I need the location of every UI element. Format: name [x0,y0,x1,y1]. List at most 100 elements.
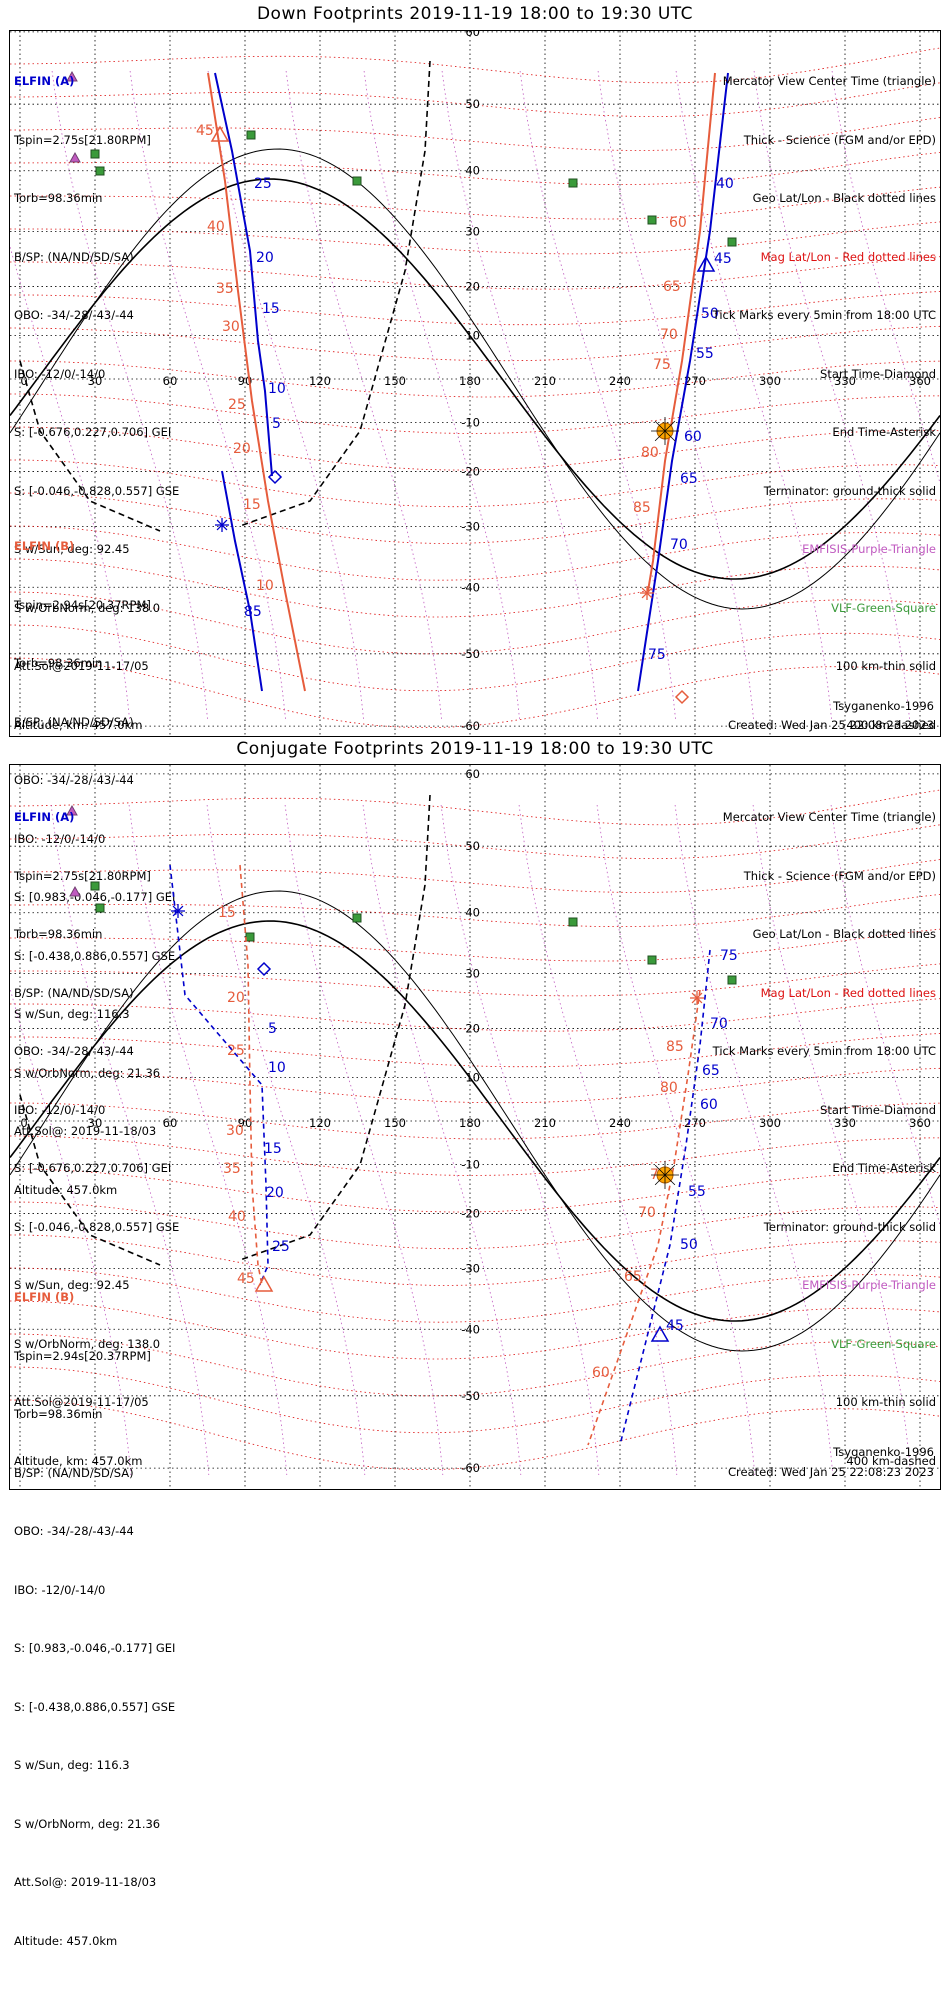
elfin-a-time-label: 50 [701,306,719,322]
lon-tick-label: 210 [534,374,556,388]
info-line: S w/OrbNorm, deg: 138.0 [14,600,161,615]
mag-parallel [10,525,940,581]
elfin-b-time-label: 25 [227,1043,245,1059]
legend-item: Thick - Science (FGM and/or EPD) [743,132,936,147]
elfin-a-time-label: 20 [256,250,274,266]
mag-meridian [440,804,600,1476]
elfin-b-time-label: 15 [218,905,236,921]
legend-item: Mag Lat/Lon - Red dotted lines [760,249,936,264]
vlf-square [95,903,105,913]
end-asterisk [691,992,703,1004]
lon-tick-label: 120 [309,1116,331,1130]
elfin-a-time-label: 55 [696,346,714,362]
elfin-b-time-label: 15 [243,497,261,513]
map-canvas: 0 30 60 90 120 150 180 210 240 270 300 330 360 70 60 50… [10,765,940,1489]
center-triangle [650,1325,670,1342]
info-line: Altitude: 457.0km [14,1182,118,1197]
elfin-b-time-label: 60 [669,215,687,231]
elfin-a-time-label: 50 [680,1237,698,1253]
elfin-a-track [637,72,729,692]
info-line: S w/OrbNorm, deg: 21.36 [14,1816,161,1831]
lat-tick-label: -30 [461,1262,480,1276]
info-line: Torb=98.36min [14,191,103,205]
elfin-b-info: ELFIN (B) Tspin=2.94s[20.37RPM] Torb=98.… [14,1249,175,1990]
vlf-square [727,237,737,247]
emfisis-triangle [69,885,81,897]
sun-ray [654,420,676,442]
elfin-b-time-label: 45 [237,1271,255,1287]
info-line: S: [-0.676,0.227,0.706] GEI [14,1161,172,1175]
info-line: Att.Sol@2019-11-17/05 [14,1395,149,1409]
elfin-a-time-label: 60 [684,429,702,445]
center-triangle [254,1275,274,1292]
model-label: Tsyganenko-1996 [833,699,934,713]
lon-tick-label: 30 [88,374,103,388]
mag-meridian [50,804,210,1476]
mag-meridian [10,987,132,1476]
elfin-b-time-label: 75 [653,357,671,373]
mag-meridian [752,804,912,1476]
info-line: Tspin=2.94s[20.37RPM] [14,1348,151,1363]
elfin-b-info: ELFIN (B) Tspin=2.94s[20.37RPM] Torb=98.… [14,498,175,1239]
panel-title: Down Footprints 2019-11-19 18:00 to 19:3… [256,4,694,24]
elfin-b-time-label: 25 [228,397,246,413]
info-line: IBO: -12/0/-14/0 [14,366,106,381]
legend-item: EMFISIS-Purple-Triangle [802,1278,936,1292]
legend-item: Start Time-Diamond [820,366,936,381]
elfin-b-time-label: 20 [233,441,251,457]
elfin-a-time-label: 5 [268,1021,277,1037]
elfin-b-time-label: 85 [633,500,651,516]
elfin-a-time-label: 15 [262,301,280,317]
elfin-b-time-label: 60 [592,1365,610,1381]
lat-tick-label: 50 [465,97,480,111]
emfisis-triangle [66,70,78,82]
info-line: S w/OrbNorm, deg: 138.0 [14,1336,161,1351]
elfin-a-time-label: 70 [710,1016,728,1032]
mag-meridian [830,804,940,1227]
lon-tick-label: 210 [534,1116,556,1130]
elfin-a-track [169,864,269,1286]
info-line: B/SP: (NA/ND/SD/SA) [14,985,134,1000]
elfin-a-time-label: 45 [714,251,732,267]
elfin-a-time-label: 60 [700,1097,718,1113]
lon-tick-label: 90 [238,1116,253,1130]
legend-item: Geo Lat/Lon - Black dotted lines [752,191,936,205]
mag-meridian [519,70,677,722]
lon-tick-label: 330 [834,374,856,388]
terminator-line [10,920,940,1322]
info-line: Altitude: 457.0km [14,1933,118,1948]
center-triangle [210,125,230,142]
legend: Mercator View Center Time (triangle) Thi… [713,33,936,774]
vlf-square [647,955,657,965]
elfin-b-time-label: 65 [663,279,681,295]
map-panel-down: 0306090120150180210240270300330360706050… [9,30,941,1197]
lat-tick-label: -20 [461,1207,480,1221]
terminator-100km [10,890,940,1352]
elfin-a-time-label: 70 [670,537,688,553]
info-line: B/SP: (NA/ND/SD/SA) [14,249,134,264]
lon-tick-label: 180 [459,374,481,388]
lon-tick-label: 60 [163,1116,178,1130]
info-line: Att.Sol@: 2019-11-18/03 [14,1875,157,1889]
elfin-b-time-label: 70 [660,327,678,343]
info-line: Torb=98.36min [14,656,103,670]
lon-tick-label: 360 [909,1116,931,1130]
mag-parallel [10,558,940,618]
legend-item: Mag Lat/Lon - Red dotted lines [760,985,936,1000]
lat-tick-label: 40 [465,906,480,920]
legend-item: 100 km-thin solid [835,659,936,673]
legend-item: End Time-Asterisk [832,1161,936,1175]
elfin-a-time-label: 5 [272,416,281,432]
info-line: Tspin=2.94s[20.37RPM] [14,597,151,612]
info-line: Tspin=2.75s[21.80RPM] [14,868,151,883]
start-diamond [267,469,283,485]
vlf-square [568,917,578,927]
mag-meridian [362,804,522,1476]
terminator-400km [19,1094,161,1266]
lat-tick-label: 50 [465,839,480,853]
lat-tick-label: 30 [465,966,480,980]
info-line: S w/Sun, deg: 116.3 [14,1007,130,1021]
legend-item: Thick - Science (FGM and/or EPD) [743,868,936,883]
lat-tick-label: 40 [465,164,480,178]
lon-tick-label: 120 [309,374,331,388]
